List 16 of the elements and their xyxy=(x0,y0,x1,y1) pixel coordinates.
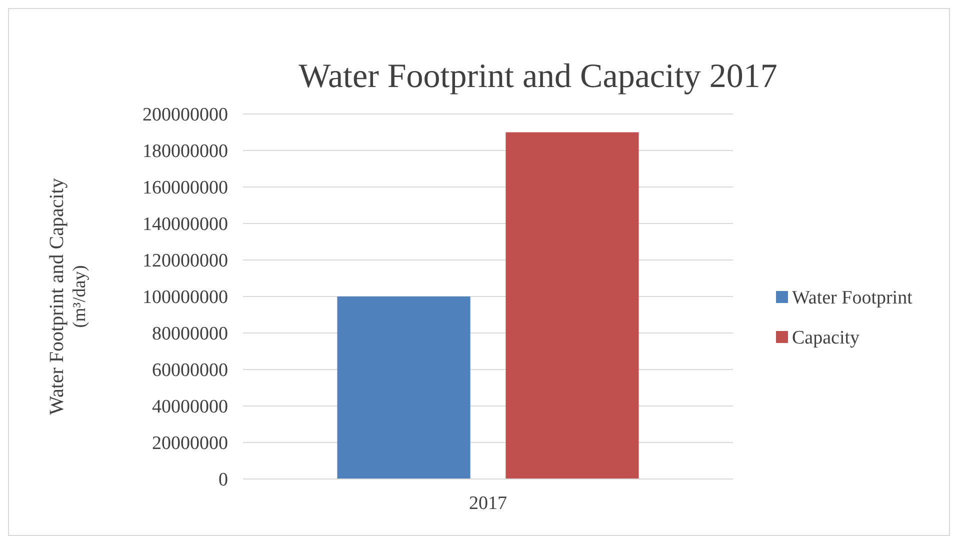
y-tick-label: 100000000 xyxy=(142,287,228,308)
y-tick-label: 140000000 xyxy=(142,214,228,236)
y-tick-label: 120000000 xyxy=(142,250,228,272)
x-tick-label: 2017 xyxy=(469,493,507,514)
y-tick-label: 80000000 xyxy=(152,324,228,345)
y-tick-label: 0 xyxy=(218,470,228,491)
y-axis-title: Water Footprint and Capacity (m³/day) xyxy=(46,178,89,415)
chart-title: Water Footprint and Capacity 2017 xyxy=(298,58,778,95)
legend-label: Capacity xyxy=(792,328,860,349)
y-tick-label: 40000000 xyxy=(152,396,228,418)
y-tick-label: 160000000 xyxy=(142,178,228,199)
y-tick-label: 60000000 xyxy=(152,360,228,382)
legend-label: Water Footprint xyxy=(792,288,914,309)
y-tick-label: 200000000 xyxy=(142,104,228,126)
y-tick-label: 180000000 xyxy=(142,141,228,162)
y-tick-label: 20000000 xyxy=(152,433,228,454)
